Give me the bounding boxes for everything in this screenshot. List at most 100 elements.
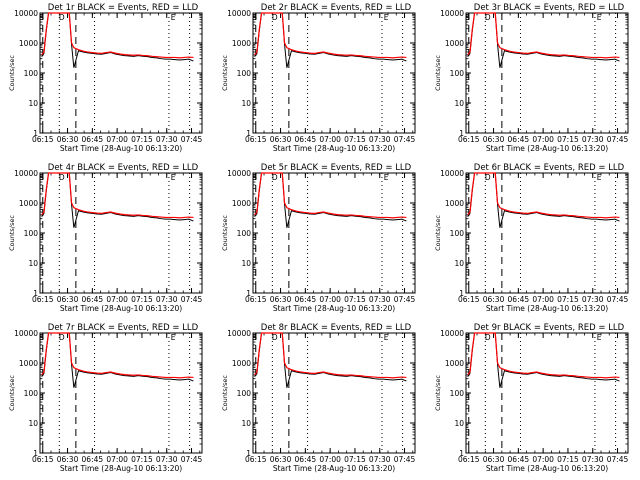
x-tick-label: 07:00	[532, 455, 554, 464]
annotation-label: S	[465, 173, 470, 182]
chart-panel-8: Det 8r BLACK = Events, RED = LLD 1 10 100 10…	[221, 323, 416, 473]
y-tick-label: 1	[459, 289, 464, 298]
x-tick-label: 07:15	[557, 135, 579, 144]
x-tick-label: 07:45	[394, 135, 416, 144]
y-axis-label: Counts/sec	[221, 215, 229, 251]
x-tick-label: 07:00	[319, 455, 341, 464]
y-tick-label: 10	[241, 419, 251, 428]
x-axis-label: Start Time (28-Aug-10 06:13:20)	[486, 304, 608, 313]
y-axis-label: Counts/sec	[434, 55, 442, 91]
plot-frame	[39, 12, 203, 134]
annotation-label: D	[485, 173, 491, 182]
x-tick-label: 07:45	[394, 455, 416, 464]
x-tick-label: 06:30	[57, 295, 79, 304]
y-tick-label: 10000	[14, 9, 38, 18]
x-tick-label: 07:45	[181, 295, 203, 304]
y-tick-label: 10000	[14, 329, 38, 338]
y-tick-label: 1000	[445, 39, 464, 48]
y-tick-label: 1000	[445, 359, 464, 368]
series-line-lld	[467, 12, 620, 59]
series-line-lld	[467, 172, 620, 219]
y-tick-label: 1	[459, 129, 464, 138]
y-tick-label: 1	[459, 449, 464, 458]
x-tick-label: 07:15	[344, 455, 366, 464]
chart-title: Det 1r BLACK = Events, RED = LLD	[48, 3, 199, 13]
annotation-label: S	[39, 333, 44, 342]
x-tick-label: 07:45	[181, 455, 203, 464]
y-tick-label: 10	[241, 259, 251, 268]
annotation-label: E	[597, 333, 602, 342]
y-tick-label: 100	[24, 69, 39, 78]
plot-frame	[465, 172, 629, 294]
x-axis-label: Start Time (28-Aug-10 06:13:20)	[60, 464, 182, 473]
y-tick-label: 1	[33, 129, 38, 138]
series-line-lld	[41, 332, 194, 379]
annotation-label: E	[384, 333, 389, 342]
x-tick-label: 06:30	[483, 295, 505, 304]
annotation-label: S	[252, 13, 257, 22]
x-tick-label: 06:45	[295, 135, 317, 144]
annotation-label: D	[59, 333, 65, 342]
plot-frame	[465, 332, 629, 454]
y-tick-label: 10	[454, 419, 464, 428]
x-tick-label: 07:15	[131, 295, 153, 304]
y-tick-label: 100	[450, 229, 465, 238]
y-axis-label: Counts/sec	[8, 55, 16, 91]
plot-frame	[252, 172, 416, 294]
x-tick-label: 07:30	[156, 455, 178, 464]
y-tick-label: 1000	[232, 359, 251, 368]
x-tick-label: 06:30	[483, 455, 505, 464]
annotation-label: E	[171, 173, 176, 182]
x-tick-label: 06:15	[32, 135, 54, 144]
x-tick-label: 06:30	[270, 455, 292, 464]
x-tick-label: 07:15	[344, 295, 366, 304]
annotation-label: S	[39, 13, 44, 22]
x-axis-label: Start Time (28-Aug-10 06:13:20)	[486, 464, 608, 473]
y-tick-label: 1	[33, 289, 38, 298]
x-tick-label: 07:00	[532, 135, 554, 144]
y-axis-label: Counts/sec	[434, 215, 442, 251]
series-line-lld	[41, 172, 194, 219]
annotation-label: E	[597, 13, 602, 22]
x-tick-label: 06:45	[508, 455, 530, 464]
chart-title: Det 3r BLACK = Events, RED = LLD	[474, 3, 625, 13]
y-axis-label: Counts/sec	[434, 375, 442, 411]
chart-panel-4: Det 4r BLACK = Events, RED = LLD 1 10 100 10…	[8, 163, 203, 313]
x-tick-label: 07:30	[582, 295, 604, 304]
y-tick-label: 100	[24, 389, 39, 398]
annotation-label: S	[252, 173, 257, 182]
annotation-label: S	[465, 13, 470, 22]
y-tick-label: 1000	[232, 39, 251, 48]
y-tick-label: 10	[28, 259, 38, 268]
chart-panel-6: Det 6r BLACK = Events, RED = LLD 1 10 100 10…	[434, 163, 629, 313]
y-tick-label: 100	[24, 229, 39, 238]
y-tick-label: 10000	[440, 169, 464, 178]
series-line-lld	[254, 332, 407, 379]
x-tick-label: 06:30	[270, 135, 292, 144]
series-line-lld	[254, 12, 407, 59]
y-tick-label: 10000	[440, 9, 464, 18]
chart-title: Det 5r BLACK = Events, RED = LLD	[261, 163, 412, 173]
annotation-label: E	[171, 13, 176, 22]
x-tick-label: 06:15	[245, 455, 267, 464]
x-tick-label: 06:45	[508, 135, 530, 144]
y-tick-label: 10	[454, 259, 464, 268]
y-tick-label: 1000	[232, 199, 251, 208]
x-tick-label: 07:15	[131, 455, 153, 464]
annotation-label: S	[39, 173, 44, 182]
plot-frame	[39, 332, 203, 454]
y-tick-label: 10	[454, 99, 464, 108]
x-tick-label: 06:45	[82, 455, 104, 464]
x-tick-label: 06:45	[295, 455, 317, 464]
annotation-label: E	[384, 173, 389, 182]
y-tick-label: 1	[246, 289, 251, 298]
x-tick-label: 07:15	[344, 135, 366, 144]
y-tick-label: 10	[28, 419, 38, 428]
x-tick-label: 06:30	[57, 455, 79, 464]
y-tick-label: 100	[237, 69, 252, 78]
y-tick-label: 1000	[445, 199, 464, 208]
plot-frame	[252, 12, 416, 134]
chart-panel-3: Det 3r BLACK = Events, RED = LLD 1 10 100 10…	[434, 3, 629, 153]
y-tick-label: 1	[33, 449, 38, 458]
